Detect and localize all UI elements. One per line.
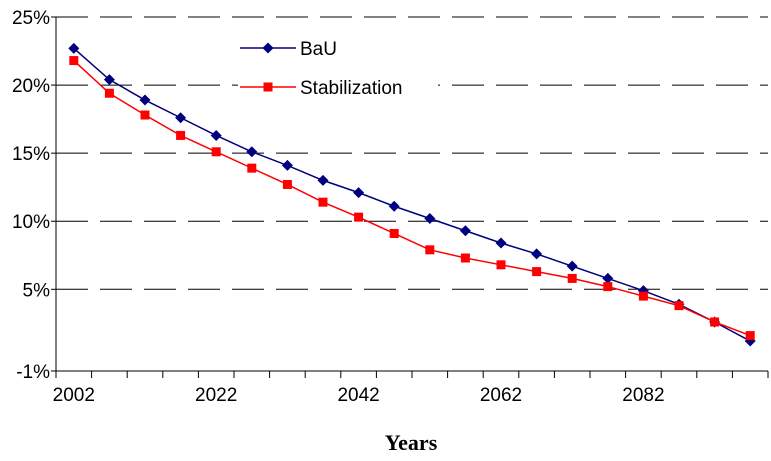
data-point [495, 237, 507, 249]
y-tick-labels: -1% 5% 10% 15% 20% 25% [12, 8, 50, 383]
data-point [317, 174, 329, 186]
legend-marker [263, 82, 273, 92]
data-point [603, 282, 613, 292]
y-tick-label: -1% [16, 362, 50, 383]
y-tick-label: 20% [12, 76, 50, 97]
data-point [69, 56, 79, 66]
data-point [354, 212, 364, 222]
data-point [103, 74, 115, 86]
data-point [566, 260, 578, 272]
data-point [210, 129, 222, 141]
data-point [282, 179, 292, 189]
series-line [73, 47, 751, 342]
data-point [211, 147, 221, 157]
data-point [460, 253, 470, 263]
series-stabilization [69, 56, 755, 341]
legend: BaU Stabilization [238, 36, 438, 99]
data-point [638, 291, 648, 301]
series-line [73, 60, 751, 337]
data-point [602, 272, 614, 284]
data-point [175, 112, 187, 124]
data-point [68, 42, 80, 54]
data-point [139, 94, 151, 106]
data-point [424, 213, 436, 225]
x-tick-label: 2002 [53, 385, 95, 406]
gridlines [56, 16, 768, 290]
data-point [176, 130, 186, 140]
legend-marker [262, 42, 274, 54]
data-point [674, 301, 684, 311]
x-axis-label: Years [385, 430, 438, 455]
data-point [140, 110, 150, 120]
data-point [710, 317, 720, 327]
x-tick-label: 2022 [195, 385, 237, 406]
data-point [425, 245, 435, 255]
data-point [247, 163, 257, 173]
legend-label: Stabilization [300, 78, 402, 99]
data-point [281, 159, 293, 171]
axes [51, 16, 769, 378]
y-tick-label: 25% [12, 8, 50, 29]
y-tick-label: 15% [12, 144, 50, 165]
data-point [246, 146, 258, 158]
series-group [68, 42, 756, 347]
data-point [389, 228, 399, 238]
y-tick-label: 10% [12, 212, 50, 233]
y-tick-label: 5% [23, 280, 51, 301]
data-point [532, 267, 542, 277]
x-tick-label: 2042 [337, 385, 379, 406]
data-point [353, 187, 365, 199]
x-tick-labels: 2002 2022 2042 2062 2082 [53, 385, 665, 406]
x-tick-label: 2082 [622, 385, 664, 406]
data-point [318, 197, 328, 207]
series-bau [68, 42, 756, 347]
data-point [567, 273, 577, 283]
data-point [745, 331, 755, 341]
legend-label: BaU [300, 39, 337, 60]
data-point [531, 248, 543, 260]
data-point [459, 225, 471, 237]
data-point [388, 200, 400, 212]
x-tick-label: 2062 [480, 385, 522, 406]
data-point [496, 260, 506, 270]
data-point [104, 88, 114, 98]
